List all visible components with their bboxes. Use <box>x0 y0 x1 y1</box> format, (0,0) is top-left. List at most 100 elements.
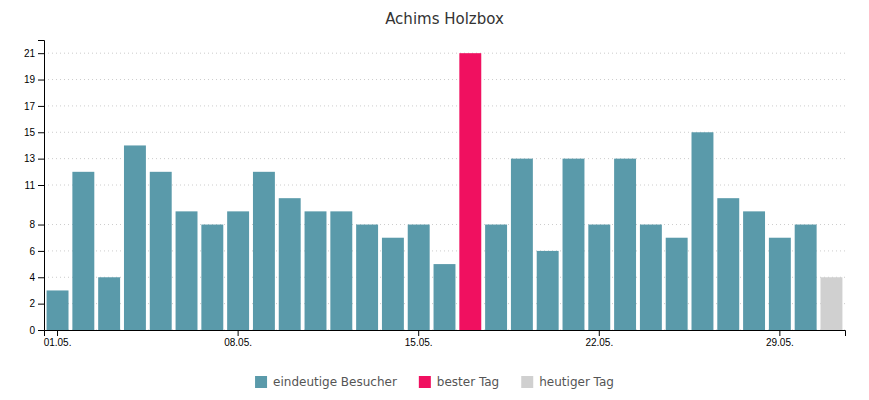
bar <box>150 172 172 330</box>
legend: eindeutige Besucher bester Tag heutiger Ta… <box>255 375 614 389</box>
y-tick-mark <box>38 330 44 331</box>
y-tick-mark <box>38 185 44 186</box>
y-tick-label: 4 <box>29 272 35 283</box>
legend-swatch <box>255 376 267 388</box>
y-tick: 8 <box>29 219 44 230</box>
bar <box>459 53 481 330</box>
x-tick: 15.05. <box>405 330 433 348</box>
bar <box>356 225 378 330</box>
grid-line <box>44 79 845 80</box>
y-tick-label: 21 <box>24 48 36 59</box>
y-tick: 2 <box>29 298 44 309</box>
legend-label: eindeutige Besucher <box>273 375 397 389</box>
grid-line <box>44 105 845 106</box>
x-tick: 08.05. <box>224 330 252 348</box>
legend-item: bester Tag <box>419 375 499 389</box>
bar <box>434 264 456 330</box>
legend-item: heutiger Tag <box>521 375 614 389</box>
legend-label: heutiger Tag <box>539 375 614 389</box>
bar <box>227 211 249 330</box>
bar <box>717 198 739 330</box>
x-tick-label: 01.05. <box>44 337 72 348</box>
bar <box>47 290 69 330</box>
bar <box>588 225 610 330</box>
x-tick-mark <box>238 330 239 336</box>
y-tick: 4 <box>29 272 44 283</box>
y-tick-label: 2 <box>29 298 35 309</box>
y-axis: 0 2 4 6 8 11 13 15 17 19 21 <box>24 41 45 336</box>
y-axis-line <box>38 41 45 331</box>
chart: 0 2 4 6 8 11 13 15 17 19 21 01.05. 08.05. 15.05. 22.05… <box>0 0 869 400</box>
bar <box>537 251 559 330</box>
y-tick-mark <box>38 277 44 278</box>
y-tick: 0 <box>29 325 44 336</box>
y-tick-label: 15 <box>24 127 36 138</box>
bar <box>563 159 585 330</box>
y-tick-mark <box>38 251 44 252</box>
title: Achims Holzbox <box>385 10 504 28</box>
y-tick-label: 19 <box>24 74 36 85</box>
y-tick-mark <box>38 106 44 107</box>
bars <box>47 53 843 330</box>
bar <box>408 225 430 330</box>
y-tick: 15 <box>24 127 44 138</box>
bar <box>330 211 352 330</box>
bar <box>98 277 120 330</box>
bar <box>382 238 404 330</box>
x-tick-label: 08.05. <box>224 337 252 348</box>
x-axis: 01.05. 08.05. 15.05. 22.05. 29.05. <box>44 330 846 348</box>
x-tick-mark <box>599 330 600 336</box>
x-tick: 22.05. <box>585 330 613 348</box>
y-tick-label: 0 <box>29 325 35 336</box>
y-tick-label: 17 <box>24 101 36 112</box>
bar <box>279 198 301 330</box>
y-tick-label: 13 <box>24 153 36 164</box>
grid-line <box>44 158 845 159</box>
x-tick-label: 15.05. <box>405 337 433 348</box>
y-tick: 21 <box>24 48 44 59</box>
x-tick-label: 22.05. <box>585 337 613 348</box>
y-tick: 19 <box>24 74 44 85</box>
bar <box>795 225 817 330</box>
y-tick-label: 8 <box>29 219 35 230</box>
bar <box>640 225 662 330</box>
grid-line <box>44 53 845 54</box>
y-tick-mark <box>38 80 44 81</box>
legend-swatch <box>419 376 431 388</box>
bar <box>614 159 636 330</box>
grid <box>44 53 845 330</box>
bar <box>820 277 842 330</box>
y-tick-mark <box>38 159 44 160</box>
x-tick: 01.05. <box>44 330 72 348</box>
bar <box>769 238 791 330</box>
bar <box>692 132 714 330</box>
legend-item: eindeutige Besucher <box>255 375 397 389</box>
bar <box>201 225 223 330</box>
y-tick-label: 11 <box>25 180 36 191</box>
y-tick-label: 6 <box>29 246 35 257</box>
bar <box>305 211 327 330</box>
bar <box>124 145 146 330</box>
x-tick-mark <box>57 330 58 336</box>
bar <box>72 172 94 330</box>
bar <box>511 159 533 330</box>
y-tick: 17 <box>24 101 44 112</box>
y-tick-mark <box>38 225 44 226</box>
grid-line <box>44 132 845 133</box>
x-tick-mark <box>779 330 780 336</box>
x-axis-line <box>45 331 846 337</box>
bar <box>253 172 275 330</box>
bar <box>485 225 507 330</box>
x-tick: 29.05. <box>766 330 794 348</box>
bar <box>743 211 765 330</box>
y-tick: 6 <box>29 246 44 257</box>
y-tick: 13 <box>24 153 44 164</box>
bar <box>176 211 198 330</box>
x-tick-label: 29.05. <box>766 337 794 348</box>
x-tick-mark <box>418 330 419 336</box>
y-tick-mark <box>38 132 44 133</box>
bar <box>666 238 688 330</box>
y-tick-mark <box>38 53 44 54</box>
legend-swatch <box>521 376 533 388</box>
legend-label: bester Tag <box>437 375 499 389</box>
